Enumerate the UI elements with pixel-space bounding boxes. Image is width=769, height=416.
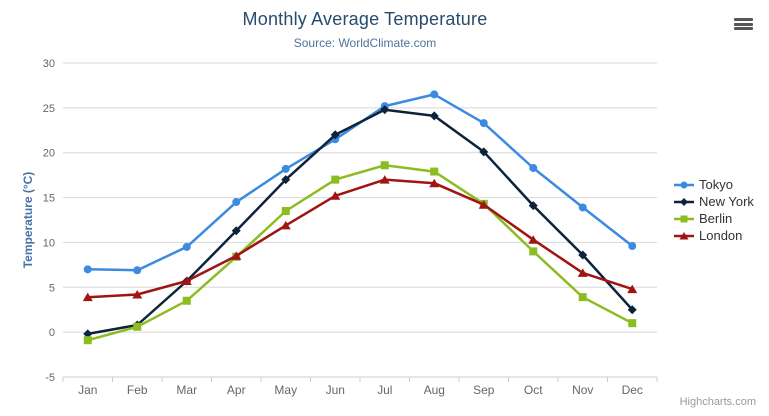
data-point-marker[interactable] xyxy=(133,266,142,275)
series-tokyo[interactable] xyxy=(83,90,637,275)
y-axis-label: 30 xyxy=(43,58,55,70)
data-point-marker[interactable] xyxy=(429,178,440,188)
legend-item-label: Berlin xyxy=(699,211,733,226)
x-axis-label: Mar xyxy=(176,383,197,397)
legend-marker-circle-icon xyxy=(674,181,694,188)
x-axis-label: Apr xyxy=(227,383,246,397)
legend-marker-triangle-icon xyxy=(674,231,694,239)
series-line[interactable] xyxy=(86,108,634,336)
series-new-york[interactable] xyxy=(83,105,637,339)
series-line[interactable] xyxy=(86,93,634,272)
hamburger-icon xyxy=(734,18,753,21)
hamburger-icon xyxy=(734,27,753,30)
data-point-marker[interactable] xyxy=(430,90,439,99)
y-axis-label: 25 xyxy=(43,103,55,115)
data-point-marker[interactable] xyxy=(181,276,192,286)
data-point-marker[interactable] xyxy=(232,198,241,207)
data-point-marker[interactable] xyxy=(578,250,588,260)
data-point-marker[interactable] xyxy=(330,130,340,140)
y-axis-label: 5 xyxy=(49,282,55,294)
export-menu-button[interactable] xyxy=(733,16,754,32)
x-axis-label: May xyxy=(274,383,297,397)
data-point-marker[interactable] xyxy=(182,242,191,251)
data-point-marker xyxy=(680,215,688,222)
credits-link[interactable]: Highcharts.com xyxy=(679,396,756,408)
data-point-marker[interactable] xyxy=(529,163,538,172)
data-point-marker[interactable] xyxy=(133,322,142,331)
data-point-marker[interactable] xyxy=(430,167,439,176)
y-axis-label: 0 xyxy=(49,327,55,339)
x-axis-label: Feb xyxy=(127,383,148,397)
data-point-marker[interactable] xyxy=(628,242,637,251)
data-point-marker[interactable] xyxy=(330,191,341,200)
data-point-marker[interactable] xyxy=(231,251,242,260)
legend-marker-diamond-icon xyxy=(674,197,694,206)
x-axis-label: Jan xyxy=(78,383,97,397)
x-axis-label: Sep xyxy=(473,383,495,397)
data-point-marker xyxy=(679,231,689,239)
data-point-marker[interactable] xyxy=(281,175,291,185)
x-axis-label: Nov xyxy=(572,383,593,397)
gridlines xyxy=(63,62,657,378)
y-axis-label: -5 xyxy=(45,372,55,384)
series-london[interactable] xyxy=(82,175,638,302)
data-point-marker[interactable] xyxy=(379,175,390,184)
legend-marker-square-icon xyxy=(674,215,694,222)
data-point-marker[interactable] xyxy=(429,111,439,121)
data-point-marker[interactable] xyxy=(380,161,389,170)
chart-subtitle: Source: WorldClimate.com xyxy=(293,36,437,50)
data-point-marker[interactable] xyxy=(479,119,488,128)
data-point-marker[interactable] xyxy=(231,226,241,236)
hamburger-icon xyxy=(734,22,753,26)
data-point-marker[interactable] xyxy=(83,329,93,339)
x-axis-label: Aug xyxy=(424,383,445,397)
data-point-marker[interactable] xyxy=(627,284,638,294)
x-axis-label: Dec xyxy=(622,383,643,397)
x-axis-label: Jun xyxy=(326,383,345,397)
y-axis-label: 20 xyxy=(43,148,55,160)
data-point-marker[interactable] xyxy=(331,175,340,184)
data-point-marker[interactable] xyxy=(478,200,489,209)
series-line[interactable] xyxy=(86,178,634,299)
y-axis-label: 15 xyxy=(43,193,55,205)
data-point-marker[interactable] xyxy=(83,265,92,274)
data-point-marker[interactable] xyxy=(627,305,637,315)
series-line[interactable] xyxy=(86,164,634,342)
x-axis: Jan Feb Mar Apr May Jun Jul Aug Sep Oct Nov Dec xyxy=(62,376,658,397)
x-axis-label: Jul xyxy=(377,383,392,397)
legend-item-label: Tokyo xyxy=(699,177,733,192)
legend: Tokyo New York Berlin London xyxy=(674,176,754,244)
data-point-marker[interactable] xyxy=(182,296,191,305)
data-point-marker[interactable] xyxy=(83,336,92,345)
legend-item-label: London xyxy=(699,228,743,243)
data-point-marker[interactable] xyxy=(132,289,143,299)
y-axis-label: 10 xyxy=(43,237,55,249)
data-point-marker[interactable] xyxy=(380,105,390,115)
data-point-marker[interactable] xyxy=(82,292,93,302)
y-axis: -5 0 5 10 15 20 25 30 xyxy=(43,58,55,384)
legend-item-label: New York xyxy=(699,194,754,209)
data-point-marker[interactable] xyxy=(528,201,538,211)
legend-item-tokyo[interactable]: Tokyo xyxy=(674,176,754,193)
data-point-marker[interactable] xyxy=(628,319,637,328)
data-point-marker[interactable] xyxy=(578,203,587,212)
data-point-marker[interactable] xyxy=(577,268,588,277)
chart-title: Monthly Average Temperature xyxy=(242,9,488,29)
data-point-marker[interactable] xyxy=(281,207,290,216)
x-axis-label: Oct xyxy=(524,383,543,397)
legend-item-new-york[interactable]: New York xyxy=(674,193,754,210)
data-point-marker xyxy=(680,181,688,188)
data-point-marker[interactable] xyxy=(479,147,489,157)
y-axis-title: Temperature (°C) xyxy=(21,171,35,269)
data-point-marker[interactable] xyxy=(529,247,538,256)
data-point-marker xyxy=(680,197,688,206)
data-point-marker[interactable] xyxy=(528,235,539,244)
data-point-marker[interactable] xyxy=(578,293,587,302)
legend-item-berlin[interactable]: Berlin xyxy=(674,210,754,227)
data-point-marker[interactable] xyxy=(280,220,291,230)
legend-item-london[interactable]: London xyxy=(674,227,754,244)
data-point-marker[interactable] xyxy=(281,164,290,173)
